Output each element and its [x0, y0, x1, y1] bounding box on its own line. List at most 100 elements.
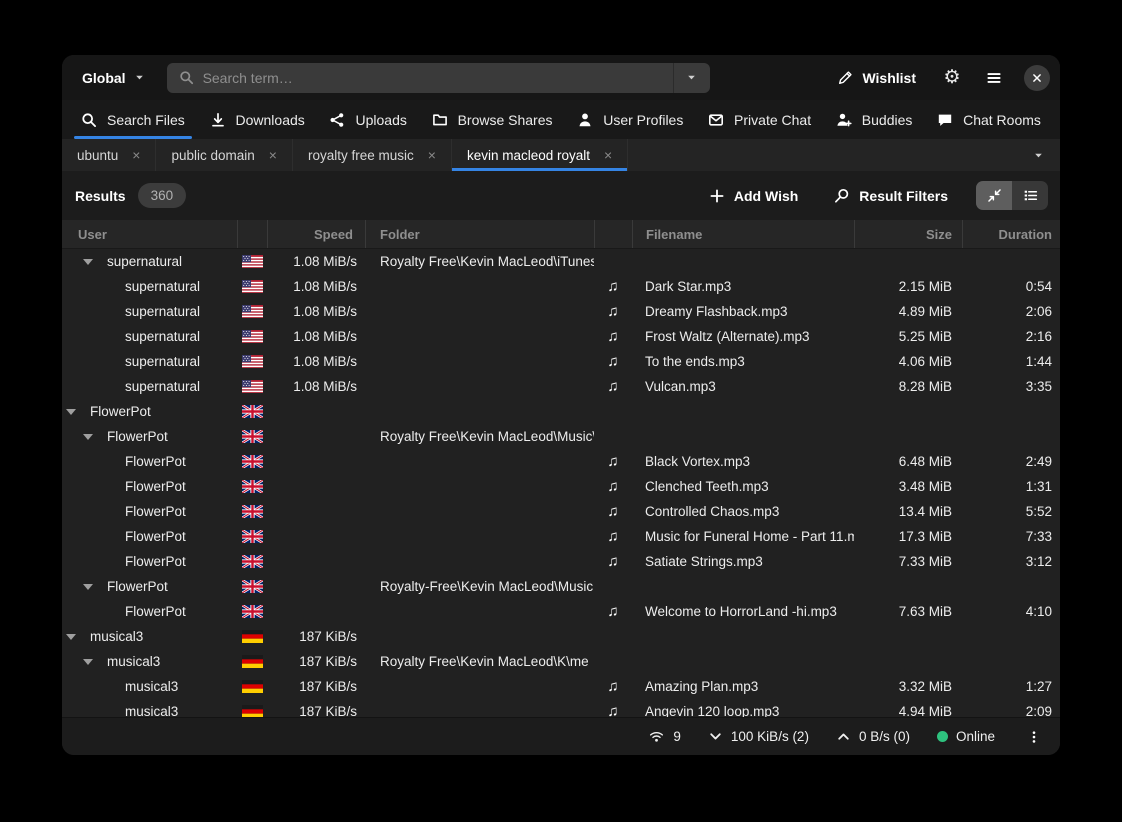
- size-cell: [854, 424, 962, 449]
- tab-uploads[interactable]: Uploads: [322, 100, 413, 139]
- tab-close-icon[interactable]: ×: [604, 147, 613, 163]
- tab-buddies[interactable]: Buddies: [829, 100, 920, 139]
- result-row[interactable]: FlowerPot ♫ Music for Funeral Home - Part …: [62, 524, 1060, 549]
- result-row[interactable]: FlowerPot ♫ Black Vortex.mp3 6.48 MiB 2:49: [62, 449, 1060, 474]
- filename-cell: Dreamy Flashback.mp3: [645, 304, 788, 319]
- filename-cell: [632, 399, 854, 424]
- username: FlowerPot: [125, 529, 186, 544]
- result-row[interactable]: musical3 187 KiB/s ♫ Amazing Plan.mp3 3.32 M…: [62, 674, 1060, 699]
- flag-gb-icon: [241, 405, 263, 418]
- result-row[interactable]: FlowerPot ♫ Controlled Chaos.mp3 13.4 MiB 5:…: [62, 499, 1060, 524]
- tab-close-icon[interactable]: ×: [427, 147, 436, 163]
- duration-cell: 1:27: [1025, 679, 1052, 694]
- tab-label: Private Chat: [734, 111, 812, 128]
- search-history-dropdown[interactable]: [674, 63, 710, 93]
- file-type-cell: [594, 649, 632, 674]
- result-row[interactable]: FlowerPot ♫ Satiate Strings.mp3 7.33 MiB 3:1…: [62, 549, 1060, 574]
- search-input[interactable]: Search term…: [166, 62, 710, 93]
- expander-icon[interactable]: [83, 433, 93, 440]
- tab-browse-shares[interactable]: Browse Shares: [425, 100, 560, 139]
- result-row[interactable]: FlowerPot: [62, 399, 1060, 424]
- result-row[interactable]: FlowerPot Royalty-Free\Kevin MacLeod\Musi…: [62, 574, 1060, 599]
- search-tab-kevin-macleod-royalt[interactable]: kevin macleod royalt ×: [451, 139, 629, 171]
- folder-cell: [365, 474, 594, 499]
- duration-cell: 3:12: [1025, 554, 1052, 569]
- file-type-cell: ♫: [594, 324, 632, 349]
- expander-icon[interactable]: [66, 633, 76, 640]
- result-row[interactable]: musical3 187 KiB/s: [62, 624, 1060, 649]
- result-row[interactable]: musical3 187 KiB/s ♫ Angevin 120 loop.mp3 4.…: [62, 699, 1060, 717]
- connection-status[interactable]: Online: [936, 729, 995, 744]
- column-header-country-flag[interactable]: [237, 220, 267, 248]
- file-type-cell: ♫: [594, 374, 632, 399]
- tab-chat-rooms[interactable]: Chat Rooms: [930, 100, 1048, 139]
- size-cell: 4.94 MiB: [898, 704, 952, 717]
- tab-label: Chat Rooms: [963, 111, 1041, 128]
- search-tab-public-domain[interactable]: public domain ×: [156, 139, 293, 171]
- column-header-file-icon[interactable]: [594, 220, 632, 248]
- result-row[interactable]: supernatural 1.08 MiB/s ♫ Vulcan.mp3 8.28 Mi…: [62, 374, 1060, 399]
- result-row[interactable]: supernatural 1.08 MiB/s Royalty Free\Kevin…: [62, 249, 1060, 274]
- username: musical3: [90, 629, 144, 644]
- file-type-cell: ♫: [594, 699, 632, 717]
- collapse-all-toggle[interactable]: [976, 181, 1012, 210]
- result-row[interactable]: FlowerPot ♫ Welcome to HorrorLand -hi.mp3 7…: [62, 599, 1060, 624]
- result-row[interactable]: FlowerPot ♫ Clenched Teeth.mp3 3.48 MiB 1:31: [62, 474, 1060, 499]
- column-header-duration[interactable]: Duration: [962, 220, 1060, 248]
- tab-downloads[interactable]: Downloads: [203, 100, 312, 139]
- country-flag-cell: [237, 299, 267, 324]
- preferences-button[interactable]: ⚙: [936, 62, 968, 94]
- result-row[interactable]: supernatural 1.08 MiB/s ♫ Dark Star.mp3 2.15…: [62, 274, 1060, 299]
- expander-icon[interactable]: [66, 408, 76, 415]
- folder-cell: Royalty-Free\Kevin MacLeod\Music: [380, 579, 594, 594]
- filename-cell: Dark Star.mp3: [645, 279, 732, 294]
- status-menu-button[interactable]: [1022, 725, 1046, 749]
- duration-cell: 1:31: [1025, 479, 1052, 494]
- list-view-toggle[interactable]: [1012, 181, 1048, 210]
- result-row[interactable]: musical3 187 KiB/s Royalty Free\Kevin MacL…: [62, 649, 1060, 674]
- folder-cell: [365, 299, 594, 324]
- column-header-size[interactable]: Size: [854, 220, 962, 248]
- expander-icon[interactable]: [83, 258, 93, 265]
- column-header-folder[interactable]: Folder: [365, 220, 594, 248]
- tab-search-files[interactable]: Search Files: [74, 100, 192, 139]
- expander-icon[interactable]: [83, 583, 93, 590]
- result-row[interactable]: supernatural 1.08 MiB/s ♫ To the ends.mp3 4.…: [62, 349, 1060, 374]
- user-cell: musical3: [62, 699, 237, 717]
- result-filters-button[interactable]: Result Filters: [824, 181, 958, 211]
- chevron-down-icon: [708, 729, 723, 744]
- speed-cell: 1.08 MiB/s: [293, 279, 357, 294]
- country-flag-cell: [237, 449, 267, 474]
- add-wish-button[interactable]: Add Wish: [699, 181, 808, 211]
- country-flag-cell: [237, 274, 267, 299]
- upload-rate-status[interactable]: 0 B/s (0): [836, 729, 910, 744]
- column-header-user[interactable]: User: [78, 226, 107, 242]
- connections-status[interactable]: 9: [649, 729, 681, 745]
- result-row[interactable]: supernatural 1.08 MiB/s ♫ Frost Waltz (Alte…: [62, 324, 1060, 349]
- flag-de-icon: [241, 630, 263, 643]
- tab-private-chat[interactable]: Private Chat: [701, 100, 818, 139]
- username: FlowerPot: [90, 404, 151, 419]
- tab-close-icon[interactable]: ×: [268, 147, 277, 163]
- search-scope-dropdown[interactable]: Global: [72, 64, 155, 92]
- tab-overflow-dropdown[interactable]: [1016, 139, 1060, 171]
- wishlist-button[interactable]: Wishlist: [828, 64, 926, 92]
- expander-icon[interactable]: [83, 658, 93, 665]
- result-row[interactable]: FlowerPot Royalty Free\Kevin MacLeod\Musi…: [62, 424, 1060, 449]
- column-header-filename[interactable]: Filename: [632, 220, 854, 248]
- tab-close-icon[interactable]: ×: [132, 147, 141, 163]
- filter-icon: [834, 188, 850, 204]
- result-row[interactable]: supernatural 1.08 MiB/s ♫ Dreamy Flashback.…: [62, 299, 1060, 324]
- column-header-speed[interactable]: Speed: [267, 220, 365, 248]
- connections-count: 9: [673, 729, 681, 744]
- folder-cell: [365, 374, 594, 399]
- tab-user-profiles[interactable]: User Profiles: [570, 100, 690, 139]
- speed-cell: 187 KiB/s: [299, 654, 357, 669]
- flag-us-icon: [241, 355, 263, 368]
- menu-button[interactable]: [978, 62, 1010, 94]
- chevron-up-icon: [836, 729, 851, 744]
- search-tab-ubuntu[interactable]: ubuntu ×: [62, 139, 157, 171]
- search-tab-royalty-free-music[interactable]: royalty free music ×: [293, 139, 452, 171]
- download-rate-status[interactable]: 100 KiB/s (2): [708, 729, 809, 744]
- close-button[interactable]: [1024, 64, 1050, 91]
